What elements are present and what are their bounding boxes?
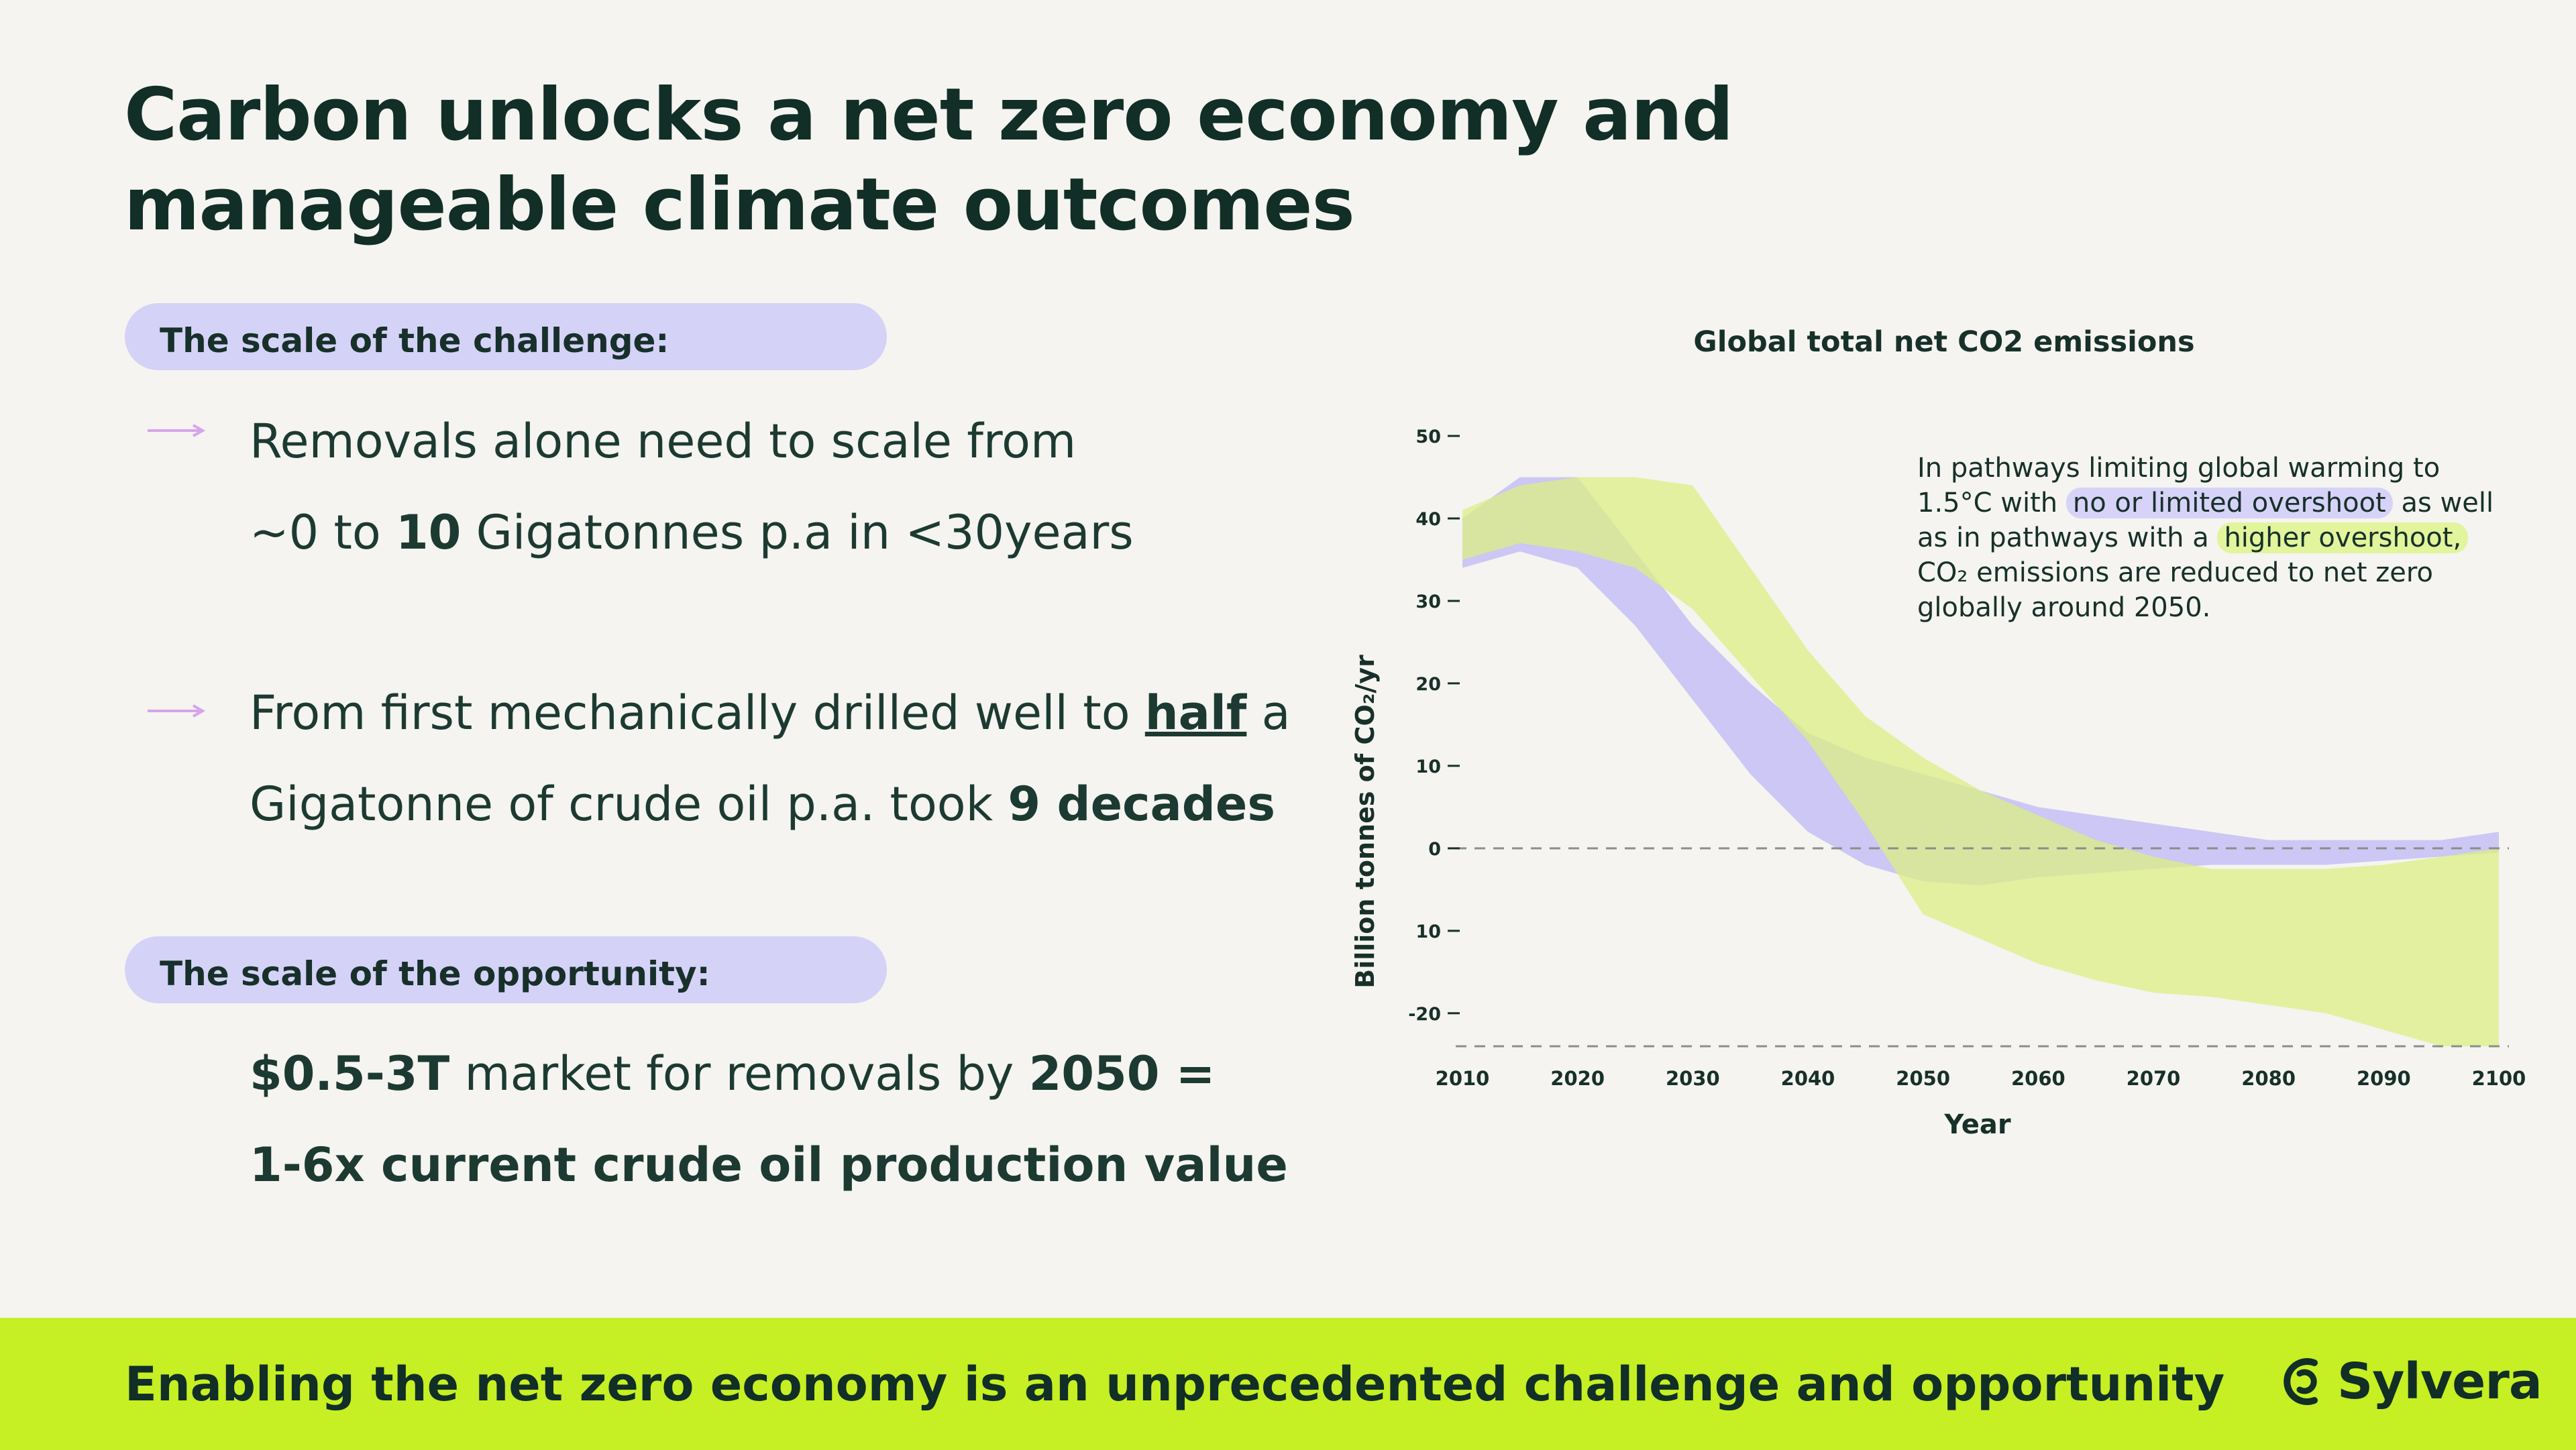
challenge-bullet-1: Removals alone need to scale from ~0 to …: [250, 396, 1134, 578]
footer-tagline: Enabling the net zero economy is an unpr…: [125, 1357, 2225, 1412]
y-tick-label: 0: [1428, 839, 1441, 860]
x-tick-label: 2050: [1896, 1067, 1950, 1090]
bullet-2-text-b: a: [1246, 685, 1291, 740]
arrow-right-icon: [148, 704, 206, 718]
bullet-2-emph-decades: 9 decades: [1008, 777, 1276, 832]
y-tick-label: 10: [1415, 757, 1441, 777]
bullet-1-line-1: Removals alone need to scale from: [250, 414, 1077, 469]
x-tick-label: 2030: [1666, 1067, 1720, 1090]
emissions-chart: Global total net CO2 emissions 50 40 30 20 1…: [1335, 315, 2556, 1174]
annotation-text-b: as well: [2392, 488, 2494, 518]
title-line-1: Carbon unlocks a net zero economy and: [124, 73, 1733, 157]
annotation-line-4: CO₂ emissions are reduced to net zero: [1917, 557, 2433, 588]
footer-bar: Enabling the net zero economy is an unpr…: [0, 1318, 2576, 1450]
y-tick-label: 50: [1415, 427, 1441, 447]
x-tick-label: 2040: [1781, 1067, 1835, 1090]
bullet-2-text-c: Gigatonne of crude oil p.a. took: [250, 777, 1008, 832]
x-tick-label: 2100: [2472, 1067, 2526, 1090]
annotation-line-5: globally around 2050.: [1917, 592, 2211, 623]
logo-wordmark: Sylvera: [2337, 1353, 2542, 1410]
annotation-text-a: 1.5°C with: [1917, 488, 2066, 518]
opp-comparison: 1-6x current crude oil production value: [250, 1137, 1288, 1192]
challenge-bullet-2: From first mechanically drilled well to …: [250, 667, 1290, 850]
emissions-chart-svg: Global total net CO2 emissions 504030201…: [1350, 325, 2526, 1140]
band-higher-overshoot: [1462, 477, 2499, 1046]
bullet-1-emph: 10: [395, 505, 462, 560]
highlight-limited-overshoot: no or limited overshoot: [2065, 488, 2393, 518]
annotation-line-1: In pathways limiting global warming to: [1917, 453, 2440, 484]
y-tick-label: -20: [1408, 1004, 1441, 1025]
x-tick-label: 2010: [1436, 1067, 1490, 1090]
bullet-1-text-b: Gigatonnes p.a in <30years: [461, 505, 1134, 560]
bullet-1-text-a: ~0 to: [250, 505, 396, 560]
y-tick-label: 20: [1415, 674, 1441, 695]
annotation-text-c: as in pathways with a: [1917, 522, 2218, 553]
x-tick-label: 2060: [2011, 1067, 2065, 1090]
challenge-heading-pill: The scale of the challenge:: [125, 303, 887, 370]
opp-market-size: $0.5-3T: [250, 1046, 450, 1101]
opp-equals: =: [1159, 1046, 1216, 1101]
x-tick-label: 2070: [2127, 1067, 2181, 1090]
arrow-right-icon: [148, 424, 206, 437]
chart-title: Global total net CO2 emissions: [1693, 325, 2194, 359]
highlight-higher-overshoot: higher overshoot,: [2217, 522, 2469, 553]
opportunity-text: $0.5-3T market for removals by 2050 = 1-…: [250, 1028, 1288, 1211]
challenge-heading: The scale of the challenge:: [160, 321, 669, 360]
opportunity-heading: The scale of the opportunity:: [160, 954, 710, 993]
y-tick-label: 10: [1415, 922, 1441, 942]
x-tick-label: 2090: [2357, 1067, 2411, 1090]
bullet-2-text-a: From first mechanically drilled well to: [250, 685, 1145, 740]
sylvera-mark-icon: [2284, 1358, 2318, 1405]
y-tick-label: 30: [1415, 592, 1441, 612]
x-tick-label: 2020: [1550, 1067, 1605, 1090]
y-axis-label: Billion tonnes of CO₂/yr: [1350, 655, 1380, 989]
bullet-2-emph-half: half: [1144, 685, 1247, 740]
x-axis-label: Year: [1943, 1109, 2010, 1140]
opp-year: 2050: [1028, 1046, 1160, 1101]
opp-text-a: market for removals by: [449, 1046, 1029, 1101]
opportunity-heading-pill: The scale of the opportunity:: [125, 936, 887, 1003]
sylvera-logo[interactable]: Sylvera: [2279, 1351, 2542, 1412]
slide-title: Carbon unlocks a net zero economy and ma…: [124, 70, 1733, 250]
title-line-2: manageable climate outcomes: [124, 163, 1355, 247]
x-tick-label: 2080: [2241, 1067, 2296, 1090]
y-tick-label: 40: [1415, 509, 1441, 530]
chart-annotation: In pathways limiting global warming to 1…: [1917, 451, 2521, 625]
